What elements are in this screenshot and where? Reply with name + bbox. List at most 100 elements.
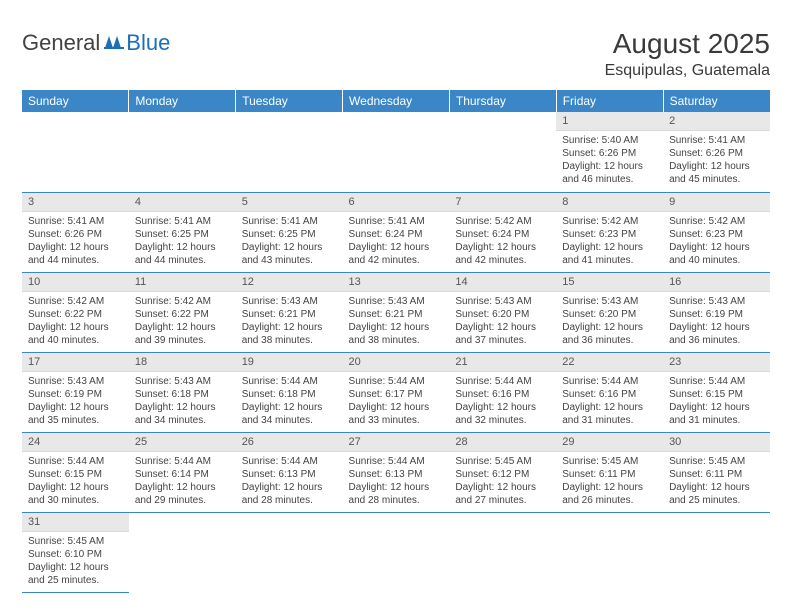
sunset-text: Sunset: 6:17 PM [349,388,444,401]
day-number: 5 [236,193,343,212]
day-number: 22 [556,353,663,372]
day-body: Sunrise: 5:43 AMSunset: 6:21 PMDaylight:… [236,292,343,351]
sunset-text: Sunset: 6:15 PM [669,388,764,401]
daylight-text: Daylight: 12 hours and 42 minutes. [455,241,550,267]
sunset-text: Sunset: 6:19 PM [669,308,764,321]
calendar-day-cell: 5Sunrise: 5:41 AMSunset: 6:25 PMDaylight… [236,192,343,272]
calendar-week-row: 24Sunrise: 5:44 AMSunset: 6:15 PMDayligh… [22,432,770,512]
sunset-text: Sunset: 6:20 PM [562,308,657,321]
calendar-day-cell: 27Sunrise: 5:44 AMSunset: 6:13 PMDayligh… [343,432,450,512]
daylight-text: Daylight: 12 hours and 27 minutes. [455,481,550,507]
day-body: Sunrise: 5:45 AMSunset: 6:11 PMDaylight:… [663,452,770,511]
day-number: 20 [343,353,450,372]
daylight-text: Daylight: 12 hours and 39 minutes. [135,321,230,347]
day-body: Sunrise: 5:41 AMSunset: 6:25 PMDaylight:… [129,212,236,271]
sunrise-text: Sunrise: 5:44 AM [242,455,337,468]
daylight-text: Daylight: 12 hours and 30 minutes. [28,481,123,507]
day-body: Sunrise: 5:45 AMSunset: 6:12 PMDaylight:… [449,452,556,511]
day-number: 26 [236,433,343,452]
day-body: Sunrise: 5:42 AMSunset: 6:23 PMDaylight:… [556,212,663,271]
day-body: Sunrise: 5:44 AMSunset: 6:17 PMDaylight:… [343,372,450,431]
day-number: 7 [449,193,556,212]
sunset-text: Sunset: 6:26 PM [28,228,123,241]
day-body: Sunrise: 5:44 AMSunset: 6:16 PMDaylight:… [556,372,663,431]
sunset-text: Sunset: 6:13 PM [349,468,444,481]
daylight-text: Daylight: 12 hours and 38 minutes. [349,321,444,347]
sunrise-text: Sunrise: 5:43 AM [135,375,230,388]
day-number: 18 [129,353,236,372]
day-number: 23 [663,353,770,372]
calendar-day-cell [343,512,450,592]
calendar-day-cell: 2Sunrise: 5:41 AMSunset: 6:26 PMDaylight… [663,112,770,192]
sunset-text: Sunset: 6:24 PM [455,228,550,241]
day-body: Sunrise: 5:44 AMSunset: 6:18 PMDaylight:… [236,372,343,431]
sunrise-text: Sunrise: 5:41 AM [669,134,764,147]
calendar-week-row: 31Sunrise: 5:45 AMSunset: 6:10 PMDayligh… [22,512,770,592]
sunrise-text: Sunrise: 5:44 AM [562,375,657,388]
sunrise-text: Sunrise: 5:41 AM [28,215,123,228]
sunset-text: Sunset: 6:20 PM [455,308,550,321]
daylight-text: Daylight: 12 hours and 41 minutes. [562,241,657,267]
sunset-text: Sunset: 6:16 PM [455,388,550,401]
sunset-text: Sunset: 6:18 PM [242,388,337,401]
day-body: Sunrise: 5:44 AMSunset: 6:16 PMDaylight:… [449,372,556,431]
day-body: Sunrise: 5:44 AMSunset: 6:15 PMDaylight:… [663,372,770,431]
day-number: 8 [556,193,663,212]
day-number: 4 [129,193,236,212]
daylight-text: Daylight: 12 hours and 37 minutes. [455,321,550,347]
sunrise-text: Sunrise: 5:44 AM [455,375,550,388]
calendar-body: 1Sunrise: 5:40 AMSunset: 6:26 PMDaylight… [22,112,770,592]
calendar-week-row: 3Sunrise: 5:41 AMSunset: 6:26 PMDaylight… [22,192,770,272]
day-body: Sunrise: 5:42 AMSunset: 6:24 PMDaylight:… [449,212,556,271]
logo: General Blue [22,30,170,56]
sunrise-text: Sunrise: 5:43 AM [28,375,123,388]
calendar-day-cell: 15Sunrise: 5:43 AMSunset: 6:20 PMDayligh… [556,272,663,352]
calendar-day-cell: 30Sunrise: 5:45 AMSunset: 6:11 PMDayligh… [663,432,770,512]
sunset-text: Sunset: 6:25 PM [242,228,337,241]
day-number: 16 [663,273,770,292]
day-body: Sunrise: 5:41 AMSunset: 6:25 PMDaylight:… [236,212,343,271]
day-number: 28 [449,433,556,452]
calendar-day-cell: 11Sunrise: 5:42 AMSunset: 6:22 PMDayligh… [129,272,236,352]
day-number: 13 [343,273,450,292]
day-body: Sunrise: 5:45 AMSunset: 6:10 PMDaylight:… [22,532,129,591]
sunrise-text: Sunrise: 5:44 AM [135,455,230,468]
day-body: Sunrise: 5:42 AMSunset: 6:22 PMDaylight:… [129,292,236,351]
day-body: Sunrise: 5:43 AMSunset: 6:20 PMDaylight:… [449,292,556,351]
calendar-day-cell [449,112,556,192]
sunset-text: Sunset: 6:14 PM [135,468,230,481]
sunrise-text: Sunrise: 5:42 AM [669,215,764,228]
sunrise-text: Sunrise: 5:43 AM [455,295,550,308]
daylight-text: Daylight: 12 hours and 44 minutes. [28,241,123,267]
daylight-text: Daylight: 12 hours and 35 minutes. [28,401,123,427]
calendar-day-cell [129,512,236,592]
day-number: 10 [22,273,129,292]
daylight-text: Daylight: 12 hours and 26 minutes. [562,481,657,507]
sunrise-text: Sunrise: 5:45 AM [562,455,657,468]
calendar-day-cell: 17Sunrise: 5:43 AMSunset: 6:19 PMDayligh… [22,352,129,432]
day-body: Sunrise: 5:43 AMSunset: 6:19 PMDaylight:… [663,292,770,351]
day-number: 29 [556,433,663,452]
sunset-text: Sunset: 6:22 PM [28,308,123,321]
flag-icon [104,30,126,56]
day-number: 25 [129,433,236,452]
daylight-text: Daylight: 12 hours and 33 minutes. [349,401,444,427]
sunset-text: Sunset: 6:21 PM [349,308,444,321]
weekday-header: Wednesday [343,90,450,112]
calendar-table: Sunday Monday Tuesday Wednesday Thursday… [22,90,770,593]
sunrise-text: Sunrise: 5:44 AM [349,375,444,388]
sunset-text: Sunset: 6:25 PM [135,228,230,241]
calendar-day-cell [129,112,236,192]
logo-blue: Blue [126,30,170,56]
day-body: Sunrise: 5:45 AMSunset: 6:11 PMDaylight:… [556,452,663,511]
sunrise-text: Sunrise: 5:44 AM [28,455,123,468]
daylight-text: Daylight: 12 hours and 28 minutes. [242,481,337,507]
sunrise-text: Sunrise: 5:43 AM [242,295,337,308]
sunrise-text: Sunrise: 5:45 AM [28,535,123,548]
sunrise-text: Sunrise: 5:44 AM [349,455,444,468]
day-number: 21 [449,353,556,372]
weekday-header: Thursday [449,90,556,112]
calendar-day-cell [22,112,129,192]
sunrise-text: Sunrise: 5:40 AM [562,134,657,147]
sunset-text: Sunset: 6:23 PM [669,228,764,241]
